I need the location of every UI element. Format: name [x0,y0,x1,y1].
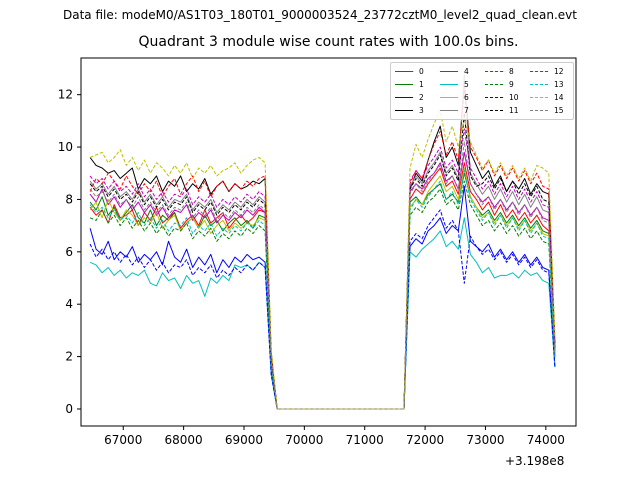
series-group [89,73,556,410]
x-tick-label: 68000 [165,433,203,447]
legend-item-6: 6 [440,91,469,104]
legend-item-13: 13 [530,78,564,91]
series-line-10 [89,209,556,410]
x-tick-label: 73000 [466,433,504,447]
legend-item-3: 3 [395,104,424,117]
legend-swatch [485,84,503,85]
legend-item-10: 10 [485,91,519,104]
x-tick-label: 71000 [346,433,384,447]
x-axis-offset-label: +3.198e8 [505,454,565,468]
legend-swatch [530,71,548,72]
legend-label: 4 [464,67,469,76]
series-line-15 [89,141,556,410]
legend-swatch [530,97,548,98]
legend-label: 9 [509,80,514,89]
legend-item-2: 2 [395,91,424,104]
chart-title: Quadrant 3 module wise count rates with … [138,34,519,50]
legend-label: 10 [509,93,519,102]
series-line-14 [89,109,556,410]
y-tick-label: 2 [65,350,73,364]
legend-label: 15 [554,106,564,115]
x-axis: 67000 68000 69000 70000 71000 72000 73000 74000 [104,426,565,447]
legend-swatch [485,110,503,111]
series-line-9 [89,180,556,410]
legend-swatch [485,97,503,98]
legend-swatch [395,84,413,85]
x-tick-label: 67000 [104,433,142,447]
legend: 0 1 2 3 4 5 6 7 8 9 10 11 12 13 14 15 [390,62,574,120]
legend-column: 8 9 10 11 [485,65,519,117]
legend-item-0: 0 [395,65,424,78]
legend-item-8: 8 [485,65,519,78]
legend-label: 8 [509,67,514,76]
legend-column: 12 13 14 15 [530,65,564,117]
legend-label: 3 [419,106,424,115]
legend-item-14: 14 [530,91,564,104]
legend-label: 0 [419,67,424,76]
legend-label: 6 [464,93,469,102]
x-tick-label: 69000 [225,433,263,447]
legend-label: 2 [419,93,424,102]
legend-label: 14 [554,93,564,102]
y-tick-label: 8 [65,192,73,206]
legend-swatch [440,84,458,85]
x-tick-label: 72000 [406,433,444,447]
legend-column: 4 5 6 7 [440,65,469,117]
legend-label: 1 [419,80,424,89]
y-tick-label: 0 [65,402,73,416]
legend-item-5: 5 [440,78,469,91]
legend-swatch [530,110,548,111]
legend-label: 5 [464,80,469,89]
y-tick-label: 12 [58,88,73,102]
legend-item-7: 7 [440,104,469,117]
legend-item-11: 11 [485,104,519,117]
legend-swatch [530,84,548,85]
legend-label: 12 [554,67,564,76]
legend-label: 7 [464,106,469,115]
x-tick-label: 70000 [285,433,323,447]
legend-swatch [395,110,413,111]
y-tick-label: 6 [65,245,73,259]
legend-swatch [395,71,413,72]
legend-swatch [440,97,458,98]
legend-swatch [485,71,503,72]
y-axis: 0 2 4 6 8 10 12 [58,88,81,416]
legend-item-15: 15 [530,104,564,117]
figure-suptitle: Data file: modeM0/AS1T03_180T01_90000035… [63,8,577,22]
legend-item-4: 4 [440,65,469,78]
legend-item-1: 1 [395,78,424,91]
y-tick-label: 10 [58,140,73,154]
y-tick-label: 4 [65,297,73,311]
legend-item-12: 12 [530,65,564,78]
x-tick-label: 74000 [527,433,565,447]
legend-label: 13 [554,80,564,89]
legend-column: 0 1 2 3 [395,65,424,117]
legend-swatch [395,97,413,98]
legend-swatch [440,71,458,72]
legend-item-9: 9 [485,78,519,91]
legend-label: 11 [509,106,519,115]
series-line-12 [89,128,556,410]
legend-swatch [440,110,458,111]
